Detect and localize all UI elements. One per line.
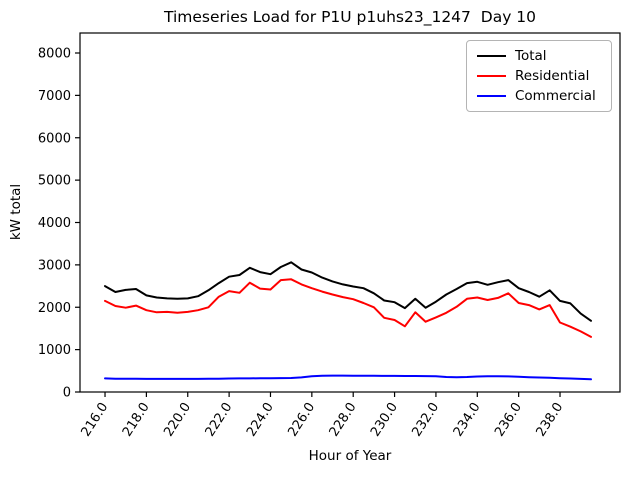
y-tick-label: 3000 <box>38 258 71 273</box>
x-tick-label: 232.0 <box>409 400 442 439</box>
legend-entry-residential: Residential <box>477 68 601 84</box>
commercial-line-swatch <box>477 95 506 97</box>
y-tick-label: 4000 <box>38 216 71 231</box>
y-tick-label: 5000 <box>38 174 71 189</box>
axes-frame <box>79 32 621 393</box>
legend-label-residential: Residential <box>515 68 590 84</box>
x-tick-label: 216.0 <box>79 400 112 439</box>
legend-label-total: Total <box>515 48 547 64</box>
y-tick-label: 7000 <box>38 89 71 104</box>
residential-line-swatch <box>477 75 506 77</box>
series-line-total <box>104 261 592 322</box>
y-tick-label: 6000 <box>38 131 71 146</box>
y-tick-label: 0 <box>63 386 71 401</box>
x-tick-label: 218.0 <box>120 400 153 439</box>
total-line-swatch <box>477 55 506 57</box>
series-line-commercial <box>104 374 592 381</box>
y-tick-label: 1000 <box>38 343 71 358</box>
series-line-residential <box>104 278 592 338</box>
x-tick-label: 228.0 <box>327 400 360 439</box>
legend-entry-commercial: Commercial <box>477 88 601 104</box>
x-axis-label: Hour of Year <box>308 448 392 464</box>
legend: Total Residential Commercial <box>466 40 612 112</box>
legend-label-commercial: Commercial <box>515 88 596 104</box>
x-tick-label: 224.0 <box>244 400 277 439</box>
y-tick-label: 8000 <box>38 47 71 62</box>
x-tick-label: 234.0 <box>451 400 484 439</box>
x-tick-label: 236.0 <box>492 400 525 439</box>
chart-title: Timeseries Load for P1U p1uhs23_1247 Day… <box>163 8 537 26</box>
x-tick-label: 238.0 <box>534 400 567 439</box>
legend-entry-total: Total <box>477 48 601 64</box>
x-tick-label: 220.0 <box>161 400 194 439</box>
x-tick-label: 222.0 <box>203 400 236 439</box>
x-tick-label: 226.0 <box>285 400 318 439</box>
x-tick-label: 230.0 <box>368 400 401 439</box>
y-tick-label: 2000 <box>38 301 71 316</box>
